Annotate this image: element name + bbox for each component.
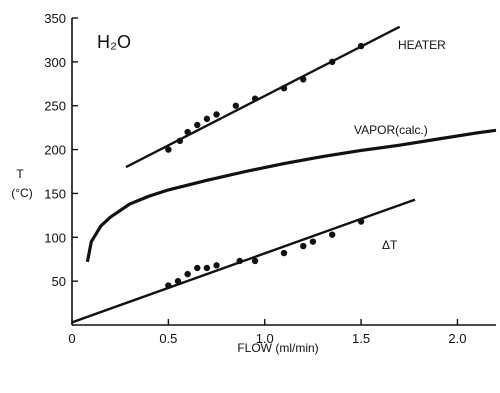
data-point <box>357 218 365 225</box>
data-point <box>203 115 211 123</box>
series-group <box>85 128 497 263</box>
series-label-heater: HEATER <box>398 38 446 52</box>
series-label-delta-t: ΔT <box>382 238 398 252</box>
ticks: 0 0.5 1.0 1.5 2.0 50 100 150 200 250 300 350 <box>44 11 466 346</box>
y-tick-label: 50 <box>52 274 66 289</box>
data-point <box>194 121 201 129</box>
series-label-vapor: VAPOR(calc.) <box>354 123 428 137</box>
data-point <box>165 282 172 289</box>
data-point <box>280 84 288 92</box>
x-tick-label: 0 <box>68 331 75 346</box>
x-tick-label: 1.5 <box>352 331 370 346</box>
data-point <box>184 270 191 278</box>
x-tick-label: 2.0 <box>448 331 466 346</box>
y-axis-label-line-2: (°C) <box>11 186 32 200</box>
y-tick-label: 300 <box>44 55 66 70</box>
y-tick-label: 100 <box>44 230 66 245</box>
fit-line <box>71 198 416 324</box>
chart-title: H₂O <box>97 32 131 52</box>
x-tick-label: 1.0 <box>256 331 274 346</box>
y-tick-label: 200 <box>44 143 66 158</box>
data-point <box>176 137 184 144</box>
data-point <box>300 76 307 83</box>
series-group <box>71 198 416 324</box>
x-tick-label: 0.5 <box>159 331 177 346</box>
data-point <box>300 242 307 250</box>
data-point <box>174 277 182 285</box>
data-point <box>309 238 317 245</box>
data-point <box>213 262 220 269</box>
y-tick-label: 150 <box>44 186 66 201</box>
data-point <box>236 257 243 265</box>
data-point <box>232 102 240 109</box>
x-axis-label: FLOW (ml/min) <box>237 341 318 355</box>
data-point <box>184 128 191 136</box>
data-point <box>165 146 172 153</box>
series <box>71 25 497 324</box>
data-point <box>194 264 201 272</box>
y-tick-label: 250 <box>44 99 66 114</box>
data-point <box>280 249 288 257</box>
data-point <box>251 95 259 102</box>
data-point <box>213 111 220 118</box>
data-point <box>328 58 336 66</box>
curve-line <box>85 128 497 263</box>
y-tick-label: 350 <box>44 11 66 26</box>
data-point <box>357 42 365 50</box>
data-point <box>203 264 211 272</box>
axes <box>71 18 496 326</box>
y-axis-label-line-1: T <box>16 167 24 181</box>
data-point <box>328 231 336 238</box>
fit-line <box>125 25 401 169</box>
series-group <box>125 25 401 169</box>
data-point <box>251 257 259 265</box>
